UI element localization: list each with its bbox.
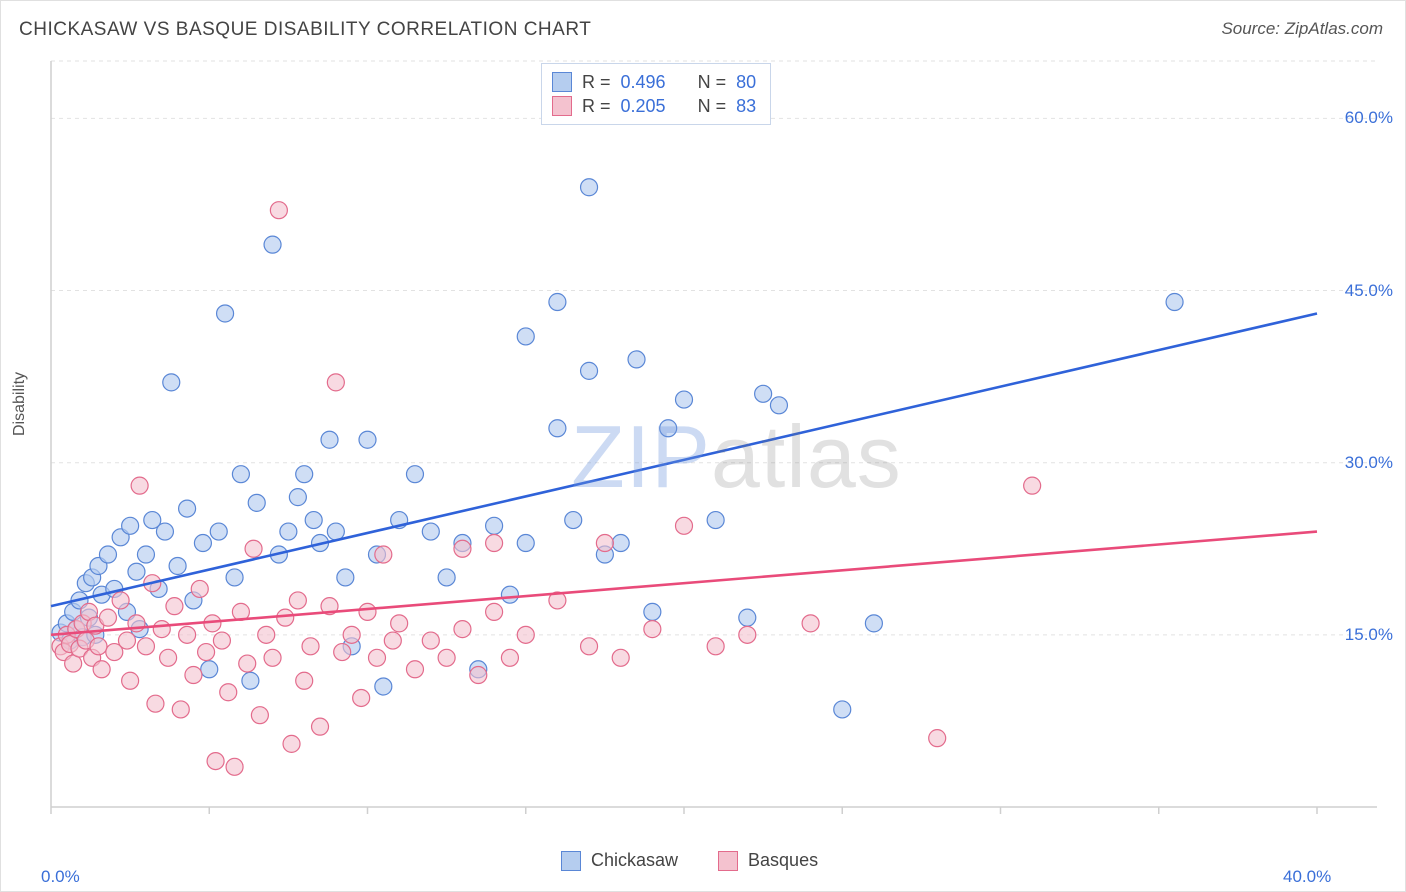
y-tick-label: 45.0%	[1345, 281, 1393, 301]
legend-swatch	[718, 851, 738, 871]
source-label: Source: ZipAtlas.com	[1221, 19, 1383, 39]
x-tick-label: 40.0%	[1283, 867, 1331, 887]
legend-stats: R = 0.496 N = 80 R = 0.205 N = 83	[541, 63, 771, 125]
n-value: 83	[736, 94, 756, 118]
legend-swatch	[561, 851, 581, 871]
legend-series-item: Basques	[718, 850, 818, 871]
chart-container: CHICKASAW VS BASQUE DISABILITY CORRELATI…	[0, 0, 1406, 892]
plot-area	[49, 59, 1389, 815]
legend-stat-row: R = 0.205 N = 83	[552, 94, 756, 118]
n-label: N =	[698, 70, 727, 94]
y-tick-label: 30.0%	[1345, 453, 1393, 473]
legend-series-label: Basques	[748, 850, 818, 871]
r-value: 0.205	[621, 94, 666, 118]
y-axis-label: Disability	[11, 372, 29, 436]
n-value: 80	[736, 70, 756, 94]
legend-swatch	[552, 96, 572, 116]
r-value: 0.496	[621, 70, 666, 94]
r-label: R =	[582, 70, 611, 94]
legend-stat-row: R = 0.496 N = 80	[552, 70, 756, 94]
chart-title: CHICKASAW VS BASQUE DISABILITY CORRELATI…	[19, 19, 591, 41]
y-tick-label: 60.0%	[1345, 108, 1393, 128]
x-tick-label: 0.0%	[41, 867, 80, 887]
n-label: N =	[698, 94, 727, 118]
legend-series-item: Chickasaw	[561, 850, 678, 871]
legend-swatch	[552, 72, 572, 92]
legend-series-label: Chickasaw	[591, 850, 678, 871]
y-tick-label: 15.0%	[1345, 625, 1393, 645]
legend-series: Chickasaw Basques	[561, 850, 818, 871]
r-label: R =	[582, 94, 611, 118]
